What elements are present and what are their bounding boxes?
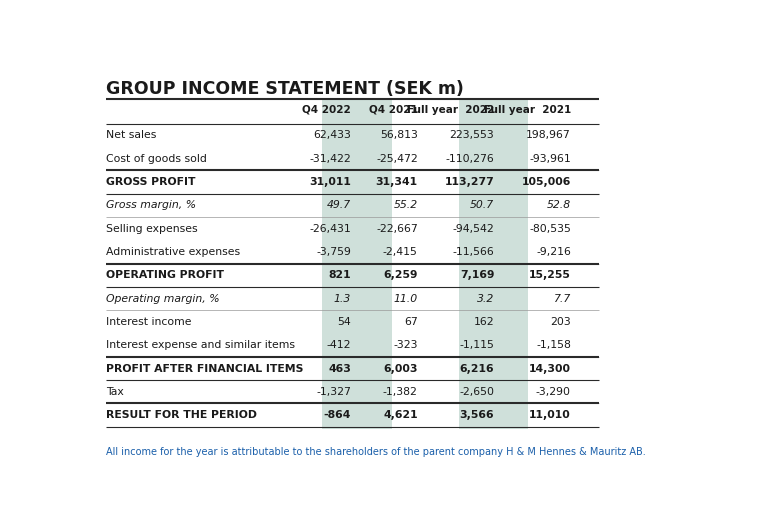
Text: -1,158: -1,158 <box>536 340 571 350</box>
Text: -2,650: -2,650 <box>459 387 494 397</box>
Text: 11,010: 11,010 <box>529 410 571 420</box>
Text: 11.0: 11.0 <box>394 294 418 304</box>
Text: 67: 67 <box>404 317 418 327</box>
Text: -3,290: -3,290 <box>536 387 571 397</box>
Text: GROSS PROFIT: GROSS PROFIT <box>106 177 195 187</box>
Text: 198,967: 198,967 <box>526 131 571 141</box>
Text: 3,566: 3,566 <box>460 410 494 420</box>
Bar <box>459 99 528 429</box>
Text: Tax: Tax <box>106 387 123 397</box>
Text: Selling expenses: Selling expenses <box>106 224 198 234</box>
Text: GROUP INCOME STATEMENT (SEK m): GROUP INCOME STATEMENT (SEK m) <box>106 80 464 98</box>
Text: -94,542: -94,542 <box>453 224 494 234</box>
Text: OPERATING PROFIT: OPERATING PROFIT <box>106 270 223 280</box>
Text: 31,341: 31,341 <box>375 177 418 187</box>
Text: 56,813: 56,813 <box>380 131 418 141</box>
Text: -864: -864 <box>324 410 351 420</box>
Text: -80,535: -80,535 <box>529 224 571 234</box>
Text: -26,431: -26,431 <box>309 224 351 234</box>
Text: Interest income: Interest income <box>106 317 191 327</box>
Text: Interest expense and similar items: Interest expense and similar items <box>106 340 295 350</box>
Text: -3,759: -3,759 <box>316 247 351 257</box>
Text: 3.2: 3.2 <box>477 294 494 304</box>
Text: RESULT FOR THE PERIOD: RESULT FOR THE PERIOD <box>106 410 257 420</box>
Text: Q4 2022: Q4 2022 <box>302 105 351 115</box>
Text: 62,433: 62,433 <box>313 131 351 141</box>
Text: 55.2: 55.2 <box>394 200 418 210</box>
Text: PROFIT AFTER FINANCIAL ITEMS: PROFIT AFTER FINANCIAL ITEMS <box>106 364 303 373</box>
Text: 54: 54 <box>337 317 351 327</box>
Text: Gross margin, %: Gross margin, % <box>106 200 196 210</box>
Text: 113,277: 113,277 <box>445 177 494 187</box>
Text: Q4 2021: Q4 2021 <box>369 105 418 115</box>
Text: Net sales: Net sales <box>106 131 156 141</box>
Text: -412: -412 <box>327 340 351 350</box>
Text: 6,216: 6,216 <box>460 364 494 373</box>
Text: 4,621: 4,621 <box>383 410 418 420</box>
Text: 49.7: 49.7 <box>327 200 351 210</box>
Text: -25,472: -25,472 <box>376 154 418 164</box>
Text: 7,169: 7,169 <box>460 270 494 280</box>
Text: Full year  2021: Full year 2021 <box>483 105 571 115</box>
Text: -2,415: -2,415 <box>383 247 418 257</box>
Text: 52.8: 52.8 <box>546 200 571 210</box>
Text: Cost of goods sold: Cost of goods sold <box>106 154 207 164</box>
Text: 1.3: 1.3 <box>334 294 351 304</box>
Bar <box>321 99 392 429</box>
Text: 223,553: 223,553 <box>450 131 494 141</box>
Text: -1,382: -1,382 <box>383 387 418 397</box>
Text: 50.7: 50.7 <box>470 200 494 210</box>
Text: 14,300: 14,300 <box>529 364 571 373</box>
Text: -11,566: -11,566 <box>453 247 494 257</box>
Text: 162: 162 <box>473 317 494 327</box>
Text: 821: 821 <box>328 270 351 280</box>
Text: -110,276: -110,276 <box>445 154 494 164</box>
Text: 105,006: 105,006 <box>521 177 571 187</box>
Text: -9,216: -9,216 <box>536 247 571 257</box>
Text: Operating margin, %: Operating margin, % <box>106 294 219 304</box>
Text: -1,115: -1,115 <box>460 340 494 350</box>
Text: 15,255: 15,255 <box>529 270 571 280</box>
Text: 6,003: 6,003 <box>383 364 418 373</box>
Text: -93,961: -93,961 <box>529 154 571 164</box>
Text: -22,667: -22,667 <box>376 224 418 234</box>
Text: Full year  2022: Full year 2022 <box>407 105 494 115</box>
Text: All income for the year is attributable to the shareholders of the parent compan: All income for the year is attributable … <box>106 447 645 457</box>
Text: Administrative expenses: Administrative expenses <box>106 247 239 257</box>
Text: -323: -323 <box>393 340 418 350</box>
Text: -31,422: -31,422 <box>309 154 351 164</box>
Text: 203: 203 <box>550 317 571 327</box>
Text: 7.7: 7.7 <box>554 294 571 304</box>
Text: 6,259: 6,259 <box>383 270 418 280</box>
Text: -1,327: -1,327 <box>316 387 351 397</box>
Text: 31,011: 31,011 <box>309 177 351 187</box>
Text: 463: 463 <box>328 364 351 373</box>
